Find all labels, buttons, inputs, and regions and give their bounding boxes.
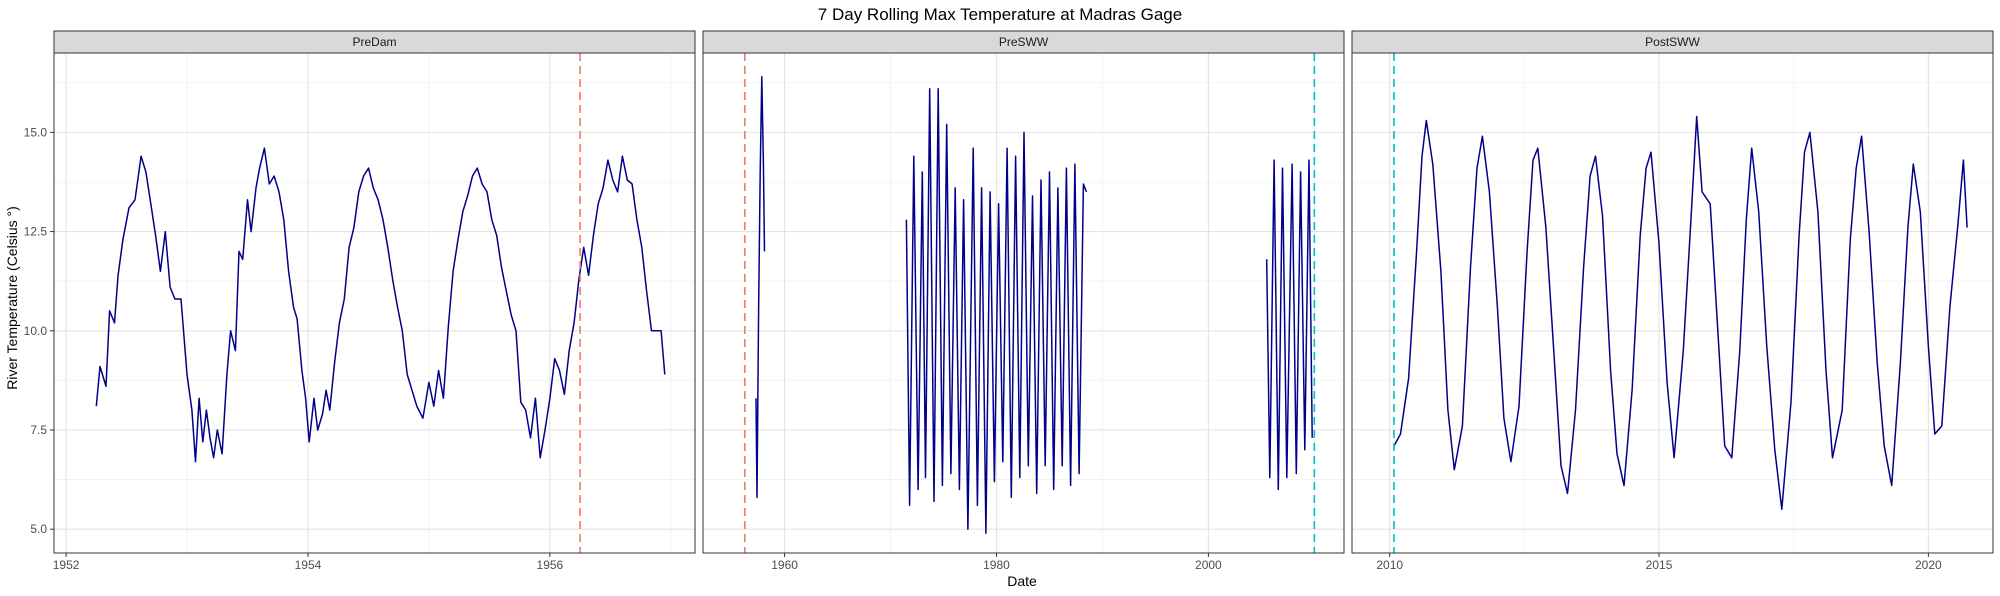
panel-background [54,53,695,553]
strip-background [1351,30,1994,54]
facet-panels: PreDam 1952 1954 1956 5.0 7.5 10.0 12.5 15.0 PreS… [24,30,1994,572]
facet-panel-predam: PreDam 1952 1954 1956 5.0 7.5 10.0 12.5 15.0 [24,30,696,572]
panel-background [703,53,1344,553]
panel-background [1352,53,1993,553]
x-tick-label: 1956 [537,558,564,572]
chart-title: 7 Day Rolling Max Temperature at Madras … [818,5,1182,24]
series-line-segment [95,147,666,463]
x-tick-label: 1960 [771,558,798,572]
series-line-segment [755,76,766,499]
x-tick-label: 1952 [53,558,80,572]
y-tick-label: 12.5 [24,225,48,239]
facet-panel-postsww: PostSWW 2010 2015 2020 [1351,30,1994,572]
y-tick-label: 5.0 [30,522,47,536]
series-line-segment [905,87,1088,534]
x-tick-label: 2015 [1646,558,1673,572]
strip-label-postsww: PostSWW [1645,35,1700,49]
x-axis-title: Date [1007,573,1037,589]
series-line-segment [1393,115,1968,511]
x-tick-label: 2020 [1915,558,1942,572]
y-tick-label: 7.5 [30,423,47,437]
strip-label-presww: PreSWW [999,35,1049,49]
y-tick-label: 10.0 [24,324,48,338]
x-tick-label: 2000 [1195,558,1222,572]
strip-label-predam: PreDam [352,35,396,49]
x-tick-label: 2010 [1376,558,1403,572]
x-tick-label: 1954 [295,558,322,572]
strip-background [702,30,1345,54]
strip-background [53,30,696,54]
series-line-segment [1265,159,1313,491]
facet-panel-presww: PreSWW 1960 1980 2000 [702,30,1345,572]
x-tick-label: 1980 [983,558,1010,572]
y-axis-title: River Temperature (Celsius °) [4,206,20,390]
y-tick-label: 15.0 [24,125,48,139]
